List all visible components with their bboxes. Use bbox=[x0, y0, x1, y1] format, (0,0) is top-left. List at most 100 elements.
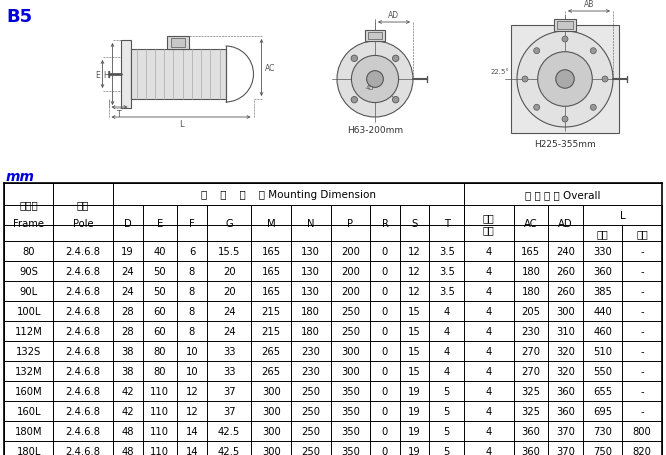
Circle shape bbox=[351, 56, 358, 62]
Text: 机座号: 机座号 bbox=[19, 200, 38, 210]
Text: 180M: 180M bbox=[15, 426, 43, 436]
Text: 24: 24 bbox=[121, 267, 134, 276]
Text: 4: 4 bbox=[486, 346, 492, 356]
Text: 205: 205 bbox=[521, 306, 540, 316]
Text: 695: 695 bbox=[593, 406, 612, 416]
Circle shape bbox=[555, 71, 574, 89]
Circle shape bbox=[537, 53, 592, 107]
Text: 8: 8 bbox=[189, 306, 195, 316]
Text: 325: 325 bbox=[521, 406, 540, 416]
Text: 42: 42 bbox=[121, 406, 134, 416]
Bar bbox=[131, 50, 226, 100]
Text: 15: 15 bbox=[408, 326, 421, 336]
Text: 310: 310 bbox=[556, 326, 575, 336]
Text: 2.4.6.8: 2.4.6.8 bbox=[66, 306, 101, 316]
Text: 90L: 90L bbox=[20, 286, 38, 296]
Text: 215: 215 bbox=[262, 306, 281, 316]
Text: 0: 0 bbox=[382, 366, 388, 376]
Text: 330: 330 bbox=[593, 247, 612, 257]
Text: 卧式: 卧式 bbox=[597, 228, 609, 238]
Text: 2.4.6.8: 2.4.6.8 bbox=[66, 446, 101, 455]
Text: 300: 300 bbox=[341, 366, 360, 376]
Circle shape bbox=[522, 77, 528, 83]
Text: 8: 8 bbox=[189, 286, 195, 296]
Text: 38: 38 bbox=[121, 366, 134, 376]
Text: 2.4.6.8: 2.4.6.8 bbox=[66, 366, 101, 376]
Text: 14: 14 bbox=[186, 446, 198, 455]
Text: AC: AC bbox=[524, 218, 537, 228]
Text: 4: 4 bbox=[444, 306, 450, 316]
Text: 42: 42 bbox=[121, 386, 134, 396]
Text: 2.4.6.8: 2.4.6.8 bbox=[66, 267, 101, 276]
Text: 4: 4 bbox=[486, 386, 492, 396]
Text: 200: 200 bbox=[341, 286, 360, 296]
Text: 4: 4 bbox=[486, 306, 492, 316]
Text: 4: 4 bbox=[486, 406, 492, 416]
Text: 3.5: 3.5 bbox=[439, 286, 455, 296]
Text: 320: 320 bbox=[556, 366, 575, 376]
Text: 37: 37 bbox=[223, 406, 235, 416]
Bar bbox=[368, 33, 382, 40]
Text: 180: 180 bbox=[301, 326, 320, 336]
Text: AD: AD bbox=[388, 11, 400, 20]
Text: 4: 4 bbox=[444, 346, 450, 356]
Text: 48: 48 bbox=[121, 446, 134, 455]
Circle shape bbox=[533, 105, 539, 111]
Text: 4: 4 bbox=[486, 446, 492, 455]
Text: 0: 0 bbox=[382, 247, 388, 257]
Text: 270: 270 bbox=[521, 366, 540, 376]
Text: 112M: 112M bbox=[15, 326, 43, 336]
Text: 凸缘
孔数: 凸缘 孔数 bbox=[483, 213, 495, 234]
Bar bbox=[557, 22, 573, 30]
Circle shape bbox=[562, 37, 568, 43]
Text: 12: 12 bbox=[186, 386, 198, 396]
Text: 300: 300 bbox=[262, 406, 280, 416]
Text: 19: 19 bbox=[408, 446, 421, 455]
Text: 12: 12 bbox=[408, 247, 421, 257]
Text: -: - bbox=[641, 267, 644, 276]
Text: G: G bbox=[225, 218, 233, 228]
Circle shape bbox=[367, 71, 384, 88]
Text: 19: 19 bbox=[408, 426, 421, 436]
Text: 110: 110 bbox=[151, 426, 169, 436]
Text: 12: 12 bbox=[186, 406, 198, 416]
Text: 0: 0 bbox=[382, 326, 388, 336]
Text: 0: 0 bbox=[382, 386, 388, 396]
Text: 250: 250 bbox=[341, 306, 360, 316]
Text: 165: 165 bbox=[262, 247, 281, 257]
Text: 100L: 100L bbox=[17, 306, 41, 316]
Text: 3.5: 3.5 bbox=[439, 247, 455, 257]
Text: -: - bbox=[641, 406, 644, 416]
Text: 165: 165 bbox=[262, 286, 281, 296]
Text: 260: 260 bbox=[556, 267, 575, 276]
Text: -: - bbox=[641, 247, 644, 257]
Text: -: - bbox=[641, 326, 644, 336]
Bar bbox=[171, 39, 185, 48]
Text: 180: 180 bbox=[301, 306, 320, 316]
Text: 90S: 90S bbox=[19, 267, 38, 276]
Text: 350: 350 bbox=[341, 406, 360, 416]
Text: 2.4.6.8: 2.4.6.8 bbox=[66, 326, 101, 336]
Text: 510: 510 bbox=[593, 346, 612, 356]
Text: 200: 200 bbox=[341, 247, 360, 257]
Circle shape bbox=[352, 56, 398, 103]
Circle shape bbox=[590, 49, 596, 55]
Text: 5: 5 bbox=[444, 406, 450, 416]
Text: 4: 4 bbox=[486, 247, 492, 257]
Text: 48: 48 bbox=[121, 426, 134, 436]
Text: 40: 40 bbox=[154, 247, 166, 257]
Text: 10: 10 bbox=[186, 366, 198, 376]
Bar bbox=[365, 31, 385, 42]
Text: M: M bbox=[267, 218, 276, 228]
Text: 12: 12 bbox=[408, 286, 421, 296]
Text: 300: 300 bbox=[341, 346, 360, 356]
Text: -: - bbox=[641, 306, 644, 316]
Text: AC: AC bbox=[264, 64, 275, 73]
Text: 0: 0 bbox=[382, 426, 388, 436]
Text: 2.4.6.8: 2.4.6.8 bbox=[66, 386, 101, 396]
Text: H225-355mm: H225-355mm bbox=[534, 140, 596, 149]
Text: 132S: 132S bbox=[16, 346, 41, 356]
Text: 750: 750 bbox=[593, 446, 612, 455]
Text: 15.5: 15.5 bbox=[218, 247, 240, 257]
Text: 19: 19 bbox=[408, 386, 421, 396]
